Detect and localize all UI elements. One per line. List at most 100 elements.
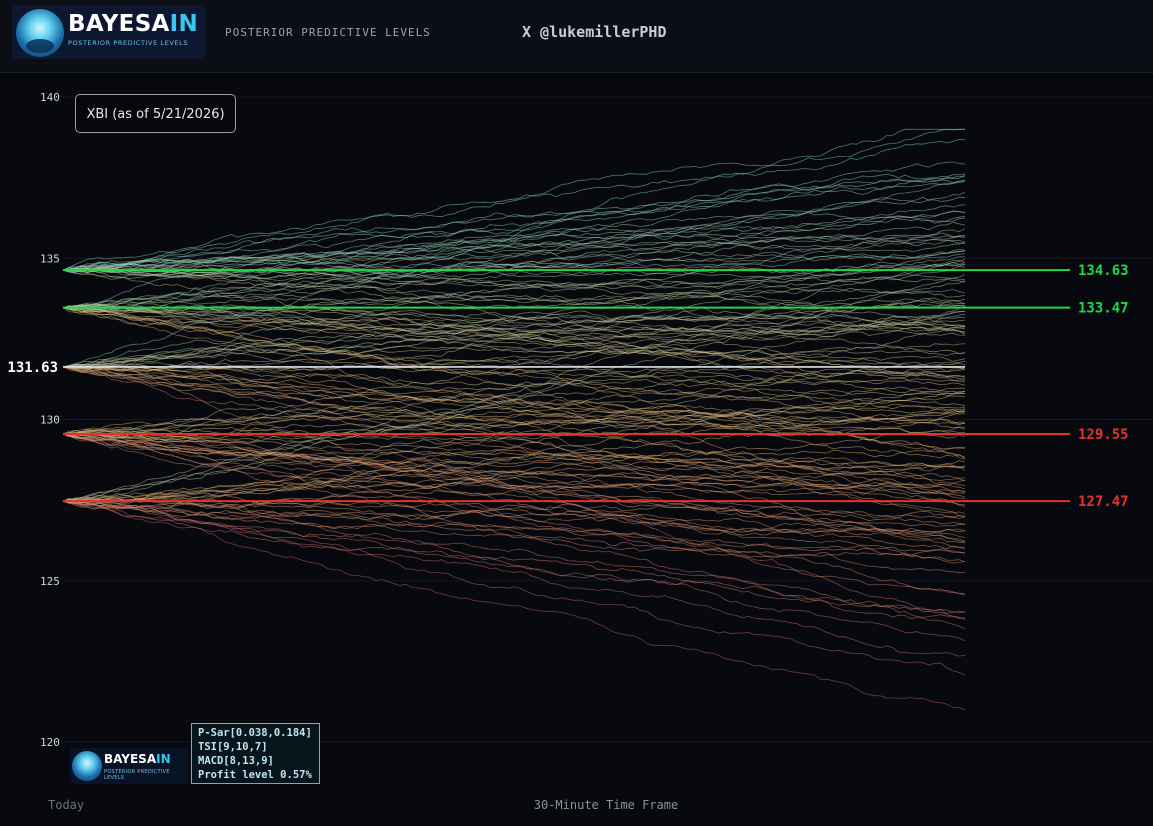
simulated-path — [62, 306, 966, 335]
simulated-path — [62, 259, 966, 369]
indicator-profit: Profit level 0.57% — [198, 769, 312, 781]
simulated-path — [62, 180, 966, 308]
simulated-path — [62, 250, 966, 274]
simulated-path — [62, 128, 965, 368]
simulated-path — [62, 410, 965, 436]
simulated-path — [62, 433, 966, 554]
simulated-path — [62, 431, 966, 525]
simulated-path — [62, 497, 966, 520]
simulated-path — [62, 280, 966, 368]
simulated-path — [62, 161, 966, 271]
simulated-path — [62, 265, 966, 367]
x-axis-label: 30-Minute Time Frame — [534, 798, 679, 812]
brand-logo: BAYESAIN POSTERIOR PREDICTIVE LEVELS — [12, 5, 205, 59]
simulated-path — [62, 310, 966, 368]
simulated-path — [62, 366, 966, 439]
simulated-path — [62, 311, 966, 435]
simulated-path — [62, 318, 966, 368]
simulated-path — [62, 181, 966, 308]
simulated-path — [62, 271, 966, 369]
simulated-path — [62, 269, 966, 328]
y-tick-label: 140 — [40, 91, 60, 104]
simulated-path — [62, 366, 966, 387]
simulated-path — [62, 307, 966, 395]
simulated-path — [62, 297, 966, 368]
simulated-path — [62, 500, 966, 556]
simulated-paths — [62, 128, 966, 711]
simulated-path — [62, 365, 966, 493]
simulated-path — [62, 366, 966, 426]
logo-wordmark: BAYESAIN — [68, 11, 199, 37]
indicator-tsi: TSI[9,10,7] — [198, 741, 268, 753]
simulated-path — [62, 463, 966, 502]
simulated-path — [62, 262, 966, 311]
simulated-path — [62, 500, 966, 613]
simulated-path — [62, 173, 966, 271]
simulated-path — [62, 387, 966, 502]
simulated-path — [62, 500, 966, 574]
logo-subtitle: POSTERIOR PREDICTIVE LEVELS — [68, 39, 189, 47]
simulated-path — [62, 500, 966, 564]
y-tick-label: 120 — [40, 736, 60, 749]
simulated-path — [62, 460, 966, 503]
simulated-path — [62, 210, 966, 271]
level-label-134.63: 134.63 — [1078, 263, 1129, 279]
y-tick-label: 125 — [40, 575, 60, 588]
level-label-129.55: 129.55 — [1078, 427, 1129, 443]
simulated-path — [62, 433, 966, 495]
simulated-path — [62, 258, 966, 502]
simulated-path — [62, 479, 966, 504]
simulated-path — [62, 204, 966, 274]
header: BAYESAIN POSTERIOR PREDICTIVE LEVELS POS… — [0, 0, 1153, 73]
simulated-path — [62, 500, 966, 657]
simulated-path — [62, 304, 966, 380]
simulated-path — [62, 429, 966, 469]
simulated-path — [62, 447, 966, 504]
simulated-path — [62, 387, 966, 438]
simulated-path — [62, 128, 965, 271]
simulated-path — [62, 497, 966, 529]
simulated-path — [62, 433, 966, 596]
simulated-path — [62, 264, 966, 311]
watermark-wordmark: BAYESAIN — [104, 752, 171, 766]
simulated-path — [63, 196, 966, 309]
ticker-info-box: XBI (as of 5/21/2026) — [75, 94, 236, 133]
simulated-path — [62, 234, 966, 273]
watermark-subtitle: POSTERIOR PREDICTIVE LEVELS — [104, 769, 170, 781]
simulated-path — [62, 249, 966, 271]
simulated-path — [62, 433, 966, 595]
simulated-path — [62, 303, 966, 370]
simulated-path — [62, 215, 966, 308]
simulated-path — [62, 500, 966, 619]
simulated-path — [62, 234, 965, 312]
simulated-path — [62, 300, 966, 368]
simulated-path — [62, 366, 966, 550]
orb-logo-icon — [72, 751, 102, 781]
page-title: POSTERIOR PREDICTIVE LEVELS — [225, 26, 431, 39]
simulated-path — [62, 389, 966, 439]
current-price-label: 131.63 — [7, 360, 58, 376]
simulated-path — [62, 256, 966, 308]
simulated-path — [62, 307, 966, 407]
level-label-133.47: 133.47 — [1078, 301, 1129, 317]
y-tick-label: 135 — [40, 252, 60, 265]
simulated-path — [62, 390, 966, 502]
simulated-path — [62, 406, 966, 439]
simulated-path — [62, 307, 966, 362]
y-tick-label: 130 — [40, 414, 60, 427]
simulated-path — [62, 228, 966, 368]
simulated-path — [62, 426, 966, 510]
simulated-path — [62, 500, 966, 554]
simulated-path — [62, 173, 966, 274]
simulated-path — [62, 499, 966, 536]
simulated-path — [62, 313, 966, 372]
simulated-path — [62, 428, 966, 482]
simulated-path — [62, 178, 966, 272]
simulated-path — [62, 479, 966, 504]
simulated-path — [62, 410, 966, 441]
simulated-path — [62, 302, 966, 324]
simulated-path — [62, 360, 966, 503]
simulated-path — [62, 433, 966, 543]
simulated-path — [62, 500, 966, 614]
